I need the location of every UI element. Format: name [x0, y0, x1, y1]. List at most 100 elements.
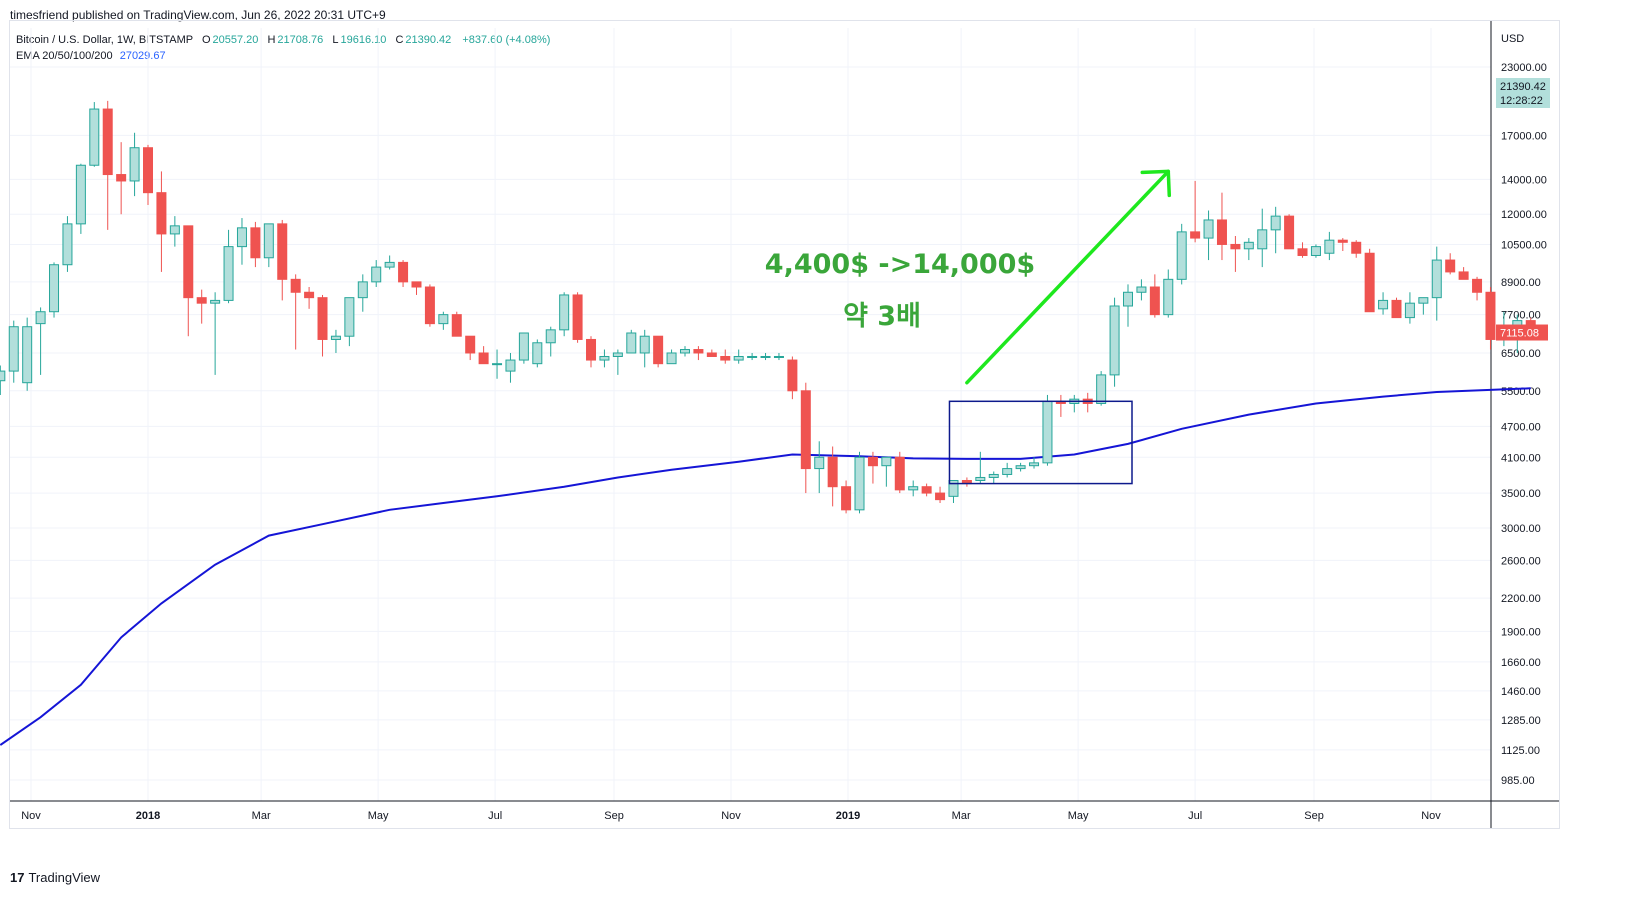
candle: [505, 352, 516, 383]
candle: [1190, 180, 1201, 243]
candle: [773, 352, 784, 361]
candle: [693, 346, 704, 361]
candle: [8, 320, 19, 383]
candle: [465, 335, 476, 361]
candle-body: [1270, 215, 1281, 231]
y-tick-label: 4700.00: [1501, 421, 1541, 433]
candle-body: [304, 291, 315, 299]
candle-body: [800, 390, 811, 470]
symbol-name[interactable]: Bitcoin / U.S. Dollar, 1W, BITSTAMP: [16, 34, 193, 46]
candle: [1404, 292, 1415, 324]
candle-body: [465, 335, 476, 354]
trend-arrow-head: [1140, 169, 1172, 198]
candle-body: [8, 326, 19, 372]
candle-body: [612, 352, 623, 357]
candle: [1310, 244, 1321, 258]
candle-body: [908, 486, 919, 491]
candle-body: [1230, 243, 1241, 250]
candle-body: [1163, 278, 1174, 316]
candle: [1485, 287, 1496, 350]
candle: [344, 297, 355, 347]
candle-body: [921, 486, 932, 494]
candle-body: [1458, 271, 1469, 280]
candle-body: [1015, 465, 1026, 470]
candle-body: [827, 456, 838, 488]
candle-body: [1123, 291, 1133, 307]
candle: [881, 456, 892, 487]
candle: [102, 100, 113, 230]
chart-frame: [9, 20, 1560, 829]
candle-body: [1216, 219, 1227, 245]
candle: [492, 349, 503, 379]
candle: [1230, 235, 1241, 272]
candle: [1002, 462, 1013, 478]
candle: [894, 451, 905, 494]
candle: [760, 352, 771, 361]
current-price-time: 12:28:22: [1500, 95, 1543, 107]
candle: [1243, 238, 1254, 261]
candle: [1351, 240, 1362, 258]
candles: [0, 100, 1536, 514]
candle-body: [116, 174, 127, 182]
annotation-multiplier: 약 3배: [843, 301, 921, 332]
candle: [277, 219, 288, 301]
candle-body: [626, 332, 637, 354]
candle: [1418, 297, 1429, 315]
candle: [1378, 292, 1389, 315]
candle: [1029, 457, 1040, 469]
candle-body: [250, 227, 261, 259]
tradingview-logo[interactable]: 17 TradingView: [10, 870, 100, 885]
candle: [236, 218, 247, 265]
symbol-legend: Bitcoin / U.S. Dollar, 1W, BITSTAMP O 205…: [16, 34, 556, 46]
last-close-value: 7115.08: [1500, 328, 1539, 340]
candle-body: [210, 299, 221, 304]
candle-body: [720, 355, 731, 361]
candle-body: [35, 311, 46, 325]
candle: [357, 274, 368, 312]
candle-body: [478, 352, 489, 365]
candle-body: [1176, 231, 1187, 280]
candle: [35, 307, 46, 375]
x-tick-label: Sep: [1304, 810, 1324, 822]
candle: [183, 225, 194, 337]
candle-body: [572, 294, 583, 340]
x-tick-label: Nov: [721, 810, 741, 822]
candle-body: [1445, 259, 1456, 273]
y-tick-label: 5500.00: [1501, 386, 1541, 398]
candle: [384, 255, 395, 270]
low-label: L: [332, 34, 339, 46]
candle: [908, 480, 919, 497]
candle-body: [1029, 462, 1040, 467]
y-tick-label: 7700.00: [1501, 310, 1541, 322]
candle: [1136, 279, 1147, 301]
candle: [1324, 231, 1335, 261]
y-tick-label: 23000.00: [1501, 62, 1547, 74]
candle: [961, 477, 972, 487]
candle: [1364, 248, 1375, 313]
candle: [290, 274, 301, 350]
candle-body: [49, 264, 60, 313]
candle: [545, 326, 556, 357]
candle-body: [787, 359, 798, 392]
candle: [626, 329, 637, 354]
candle: [0, 365, 6, 395]
candle-body: [1404, 302, 1415, 319]
current-price-value: 21390.42: [1500, 81, 1546, 93]
candle-body: [1284, 215, 1295, 250]
candle: [451, 311, 462, 337]
candle: [988, 471, 999, 484]
candle-body: [867, 456, 878, 467]
candle: [572, 292, 583, 343]
candle: [1176, 223, 1187, 285]
candle: [1337, 238, 1348, 252]
candle: [478, 346, 489, 365]
ema-label[interactable]: EMA 20/50/100/200: [16, 50, 113, 62]
candle-body: [183, 225, 194, 299]
candle: [1445, 253, 1456, 275]
candle: [841, 480, 852, 514]
y-tick-label: 1125.00: [1501, 745, 1540, 757]
candle: [1069, 394, 1080, 413]
x-tick-label: Jul: [1188, 810, 1202, 822]
candle-body: [236, 227, 247, 248]
